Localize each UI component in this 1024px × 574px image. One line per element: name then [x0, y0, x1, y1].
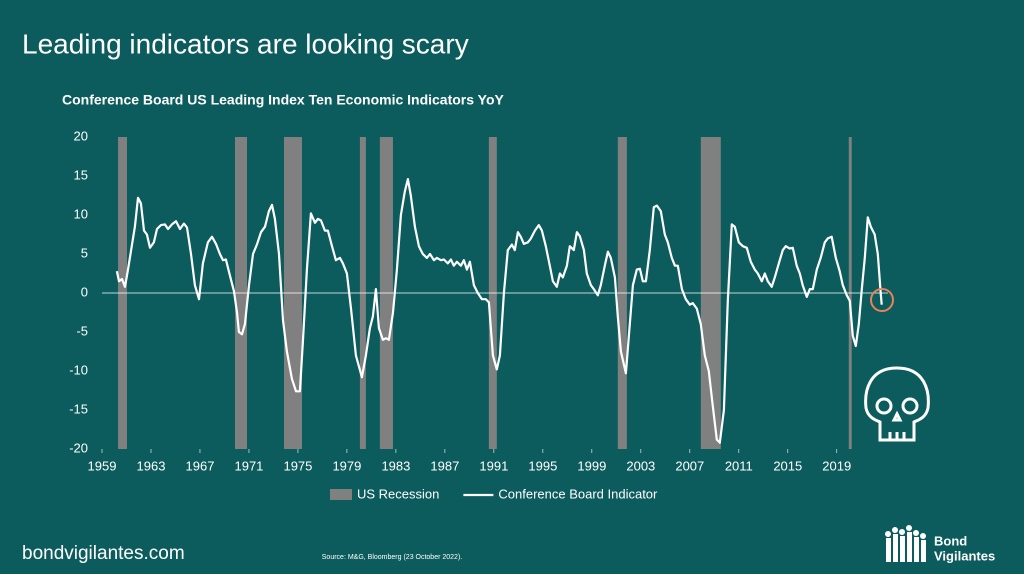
x-tick-label: 1999 — [577, 458, 606, 473]
highlight-circle — [870, 288, 894, 312]
logo-text: Bond — [934, 533, 967, 548]
y-tick-label: 20 — [74, 128, 88, 143]
y-tick-label: -15 — [69, 401, 88, 416]
chart-title: Conference Board US Leading Index Ten Ec… — [62, 92, 505, 108]
y-tick-label: -20 — [69, 440, 88, 455]
legend-swatch — [330, 489, 352, 500]
x-tick-label: 1967 — [186, 458, 215, 473]
x-tick-label: 1995 — [528, 458, 557, 473]
x-tick-label: 1975 — [283, 458, 312, 473]
x-tick-label: 2015 — [773, 458, 802, 473]
site-url: bondvigilantes.com — [22, 543, 185, 564]
x-tick-label: 1971 — [234, 458, 263, 473]
x-tick-label: 2019 — [822, 458, 851, 473]
legend-label: US Recession — [357, 486, 439, 501]
y-tick-label: 10 — [74, 206, 88, 221]
x-tick-label: 1979 — [332, 458, 361, 473]
y-tick-label: -10 — [69, 362, 88, 377]
x-tick-label: 1959 — [88, 458, 117, 473]
x-tick-label: 1987 — [430, 458, 459, 473]
logo-figures — [885, 525, 926, 562]
indicator-line — [115, 178, 883, 444]
x-tick-label: 2003 — [626, 458, 655, 473]
y-tick-label: -5 — [76, 323, 88, 338]
y-tick-label: 0 — [81, 284, 88, 299]
x-tick-label: 1983 — [381, 458, 410, 473]
x-tick-label: 1991 — [479, 458, 508, 473]
slide-title: Leading indicators are looking scary — [22, 28, 469, 59]
y-tick-label: 15 — [74, 167, 88, 182]
x-tick-label: 1963 — [137, 458, 166, 473]
skull-icon — [864, 366, 930, 442]
plot: -20 -15 -10 -5 0 5 10 15 20 1959 1963 1967 1971 1975 1… — [69, 128, 888, 501]
source-note: Source: M&G, Bloomberg (23 October 2022)… — [322, 554, 463, 561]
logo-text: Vigilantes — [934, 548, 995, 563]
y-tick-label: 5 — [81, 245, 88, 260]
x-tick-label: 2007 — [675, 458, 704, 473]
x-tick-label: 2011 — [725, 458, 753, 473]
legend-label: Conference Board Indicator — [498, 486, 658, 501]
